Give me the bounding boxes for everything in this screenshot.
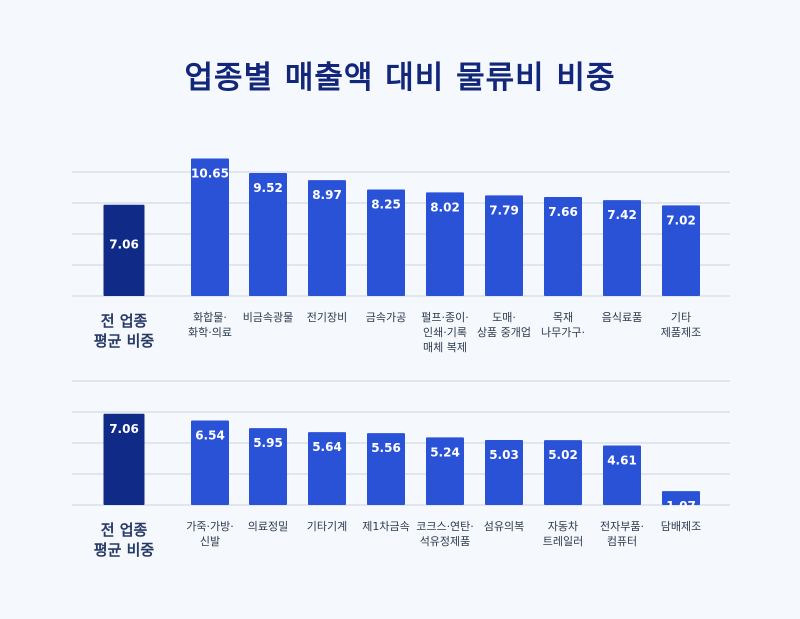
average-bar <box>103 204 145 296</box>
category-label: 트레일러 <box>543 534 583 548</box>
average-bar <box>103 413 145 505</box>
data-label: 7.66 <box>548 205 578 219</box>
bar <box>249 428 287 505</box>
bar <box>662 491 700 505</box>
data-label: 7.06 <box>109 237 139 251</box>
bar <box>426 437 464 505</box>
category-label: 전기장비 <box>307 311 347 324</box>
data-label: 5.64 <box>312 440 342 454</box>
data-label: 5.56 <box>371 441 401 455</box>
category-label: 가죽·가방· <box>186 520 233 533</box>
category-label: 비금속광물 <box>243 311 294 324</box>
category-label: 화학·의료 <box>188 326 232 339</box>
data-label: 8.97 <box>312 188 342 202</box>
category-label: 목재 <box>553 311 573 324</box>
bar <box>308 432 346 505</box>
average-category-label: 평균 비중 <box>94 541 155 559</box>
category-label: 기타 <box>671 311 691 324</box>
bar <box>367 433 405 505</box>
category-label: 석유정제품 <box>420 535 471 548</box>
category-label: 코크스·연탄· <box>416 520 474 533</box>
category-label: 화합물· <box>193 311 227 324</box>
data-label: 5.03 <box>489 448 519 462</box>
data-label: 8.02 <box>430 200 460 214</box>
bar <box>603 200 641 296</box>
data-label: 7.79 <box>489 203 519 217</box>
category-label: 신발 <box>200 535 220 548</box>
chart-title: 업종별 매출액 대비 물류비 비중 <box>184 60 616 96</box>
bar <box>249 173 287 296</box>
data-label: 5.02 <box>548 448 578 462</box>
category-label: 금속가공 <box>366 311 406 324</box>
bar <box>603 445 641 505</box>
average-category-label: 전 업종 <box>101 312 148 330</box>
bar <box>544 197 582 296</box>
category-label: 인쇄·기록 <box>423 326 467 339</box>
category-label: 기타기계 <box>307 520 347 533</box>
data-label: 7.02 <box>666 213 696 227</box>
category-label: 펄프·종이· <box>421 311 468 324</box>
data-label: 10.65 <box>191 166 229 180</box>
data-label: 1.07 <box>666 499 696 513</box>
category-label: 의료정밀 <box>248 520 288 533</box>
category-label: 제1차금속 <box>362 520 409 533</box>
data-label: 6.54 <box>195 429 225 443</box>
bar <box>367 189 405 296</box>
category-label: 도매· <box>492 311 516 324</box>
data-label: 5.24 <box>430 445 460 459</box>
bar <box>426 192 464 296</box>
category-label: 컴퓨터 <box>607 535 637 548</box>
data-label: 7.42 <box>607 208 637 222</box>
category-label: 자동차 <box>548 520 578 533</box>
bar <box>544 440 582 505</box>
category-label: 제품제조 <box>661 326 701 339</box>
data-label: 7.06 <box>109 422 139 436</box>
category-label: 전자부품· <box>600 520 644 533</box>
data-label: 9.52 <box>253 181 283 195</box>
bar <box>308 180 346 296</box>
bar <box>485 440 523 505</box>
bar <box>662 205 700 296</box>
data-label: 4.61 <box>607 453 637 467</box>
category-label: 상품 중개업 <box>477 326 531 339</box>
bar <box>191 158 229 296</box>
data-label: 8.25 <box>371 197 401 211</box>
category-label: 음식료품 <box>602 311 642 324</box>
category-label: 섬유의복 <box>484 520 524 533</box>
average-category-label: 평균 비중 <box>94 332 155 350</box>
bar <box>191 420 229 505</box>
category-label: 나무가구· <box>541 326 585 339</box>
category-label: 매체 복제 <box>423 341 467 354</box>
data-label: 5.95 <box>253 436 283 450</box>
category-label: 담배제조 <box>661 520 701 533</box>
bar <box>485 195 523 296</box>
average-category-label: 전 업종 <box>101 521 148 539</box>
